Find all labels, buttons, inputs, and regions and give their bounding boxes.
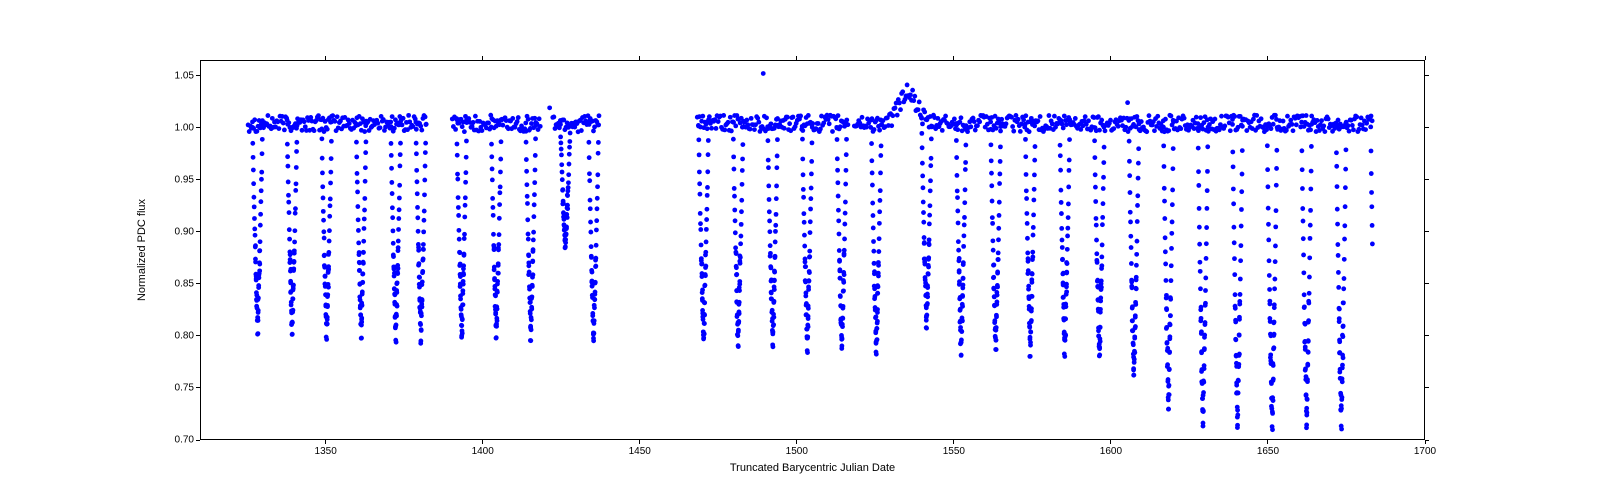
x-tick-mark xyxy=(953,440,954,444)
y-tick-mark xyxy=(1425,335,1429,336)
y-tick-mark xyxy=(196,75,200,76)
x-tick-mark xyxy=(1425,440,1426,444)
y-tick-mark xyxy=(196,440,200,441)
x-tick-mark xyxy=(1267,56,1268,60)
y-tick-mark xyxy=(196,335,200,336)
y-tick-label: 0.95 xyxy=(166,174,194,185)
y-tick-label: 0.90 xyxy=(166,226,194,237)
x-axis-label: Truncated Barycentric Julian Date xyxy=(730,462,895,474)
x-tick-label: 1450 xyxy=(629,446,651,457)
x-tick-label: 1500 xyxy=(786,446,808,457)
y-tick-mark xyxy=(1425,283,1429,284)
y-tick-mark xyxy=(1425,127,1429,128)
x-tick-mark xyxy=(953,56,954,60)
y-tick-mark xyxy=(196,127,200,128)
x-tick-label: 1550 xyxy=(943,446,965,457)
x-tick-mark xyxy=(639,440,640,444)
y-tick-mark xyxy=(196,387,200,388)
light-curve-figure: 1350 1400 1450 1500 1550 1600 1650 1700 0.70 0.7… xyxy=(0,0,1600,500)
y-tick-mark xyxy=(196,283,200,284)
x-tick-mark xyxy=(325,56,326,60)
x-tick-mark xyxy=(1110,56,1111,60)
y-tick-label: 1.00 xyxy=(166,122,194,133)
plot-axes xyxy=(200,60,1425,440)
x-tick-mark xyxy=(1110,440,1111,444)
y-tick-label: 0.80 xyxy=(166,330,194,341)
x-tick-label: 1650 xyxy=(1257,446,1279,457)
y-tick-label: 0.85 xyxy=(166,278,194,289)
y-tick-mark xyxy=(196,231,200,232)
x-tick-mark xyxy=(325,440,326,444)
x-tick-label: 1700 xyxy=(1414,446,1436,457)
x-tick-mark xyxy=(1425,56,1426,60)
y-tick-label: 0.75 xyxy=(166,382,194,393)
x-tick-label: 1400 xyxy=(472,446,494,457)
y-tick-label: 0.70 xyxy=(166,435,194,446)
y-tick-mark xyxy=(1425,440,1429,441)
x-tick-mark xyxy=(796,440,797,444)
x-tick-mark xyxy=(1267,440,1268,444)
y-tick-mark xyxy=(1425,231,1429,232)
y-tick-mark xyxy=(1425,75,1429,76)
x-tick-mark xyxy=(482,440,483,444)
scatter-plot xyxy=(201,61,1426,441)
x-tick-mark xyxy=(796,56,797,60)
y-tick-mark xyxy=(196,179,200,180)
x-tick-mark xyxy=(639,56,640,60)
y-tick-mark xyxy=(1425,179,1429,180)
y-tick-mark xyxy=(1425,387,1429,388)
x-tick-mark xyxy=(482,56,483,60)
y-tick-label: 1.05 xyxy=(166,70,194,81)
x-tick-label: 1600 xyxy=(1100,446,1122,457)
x-tick-label: 1350 xyxy=(315,446,337,457)
y-axis-label: Normalized PDC flux xyxy=(136,199,148,301)
